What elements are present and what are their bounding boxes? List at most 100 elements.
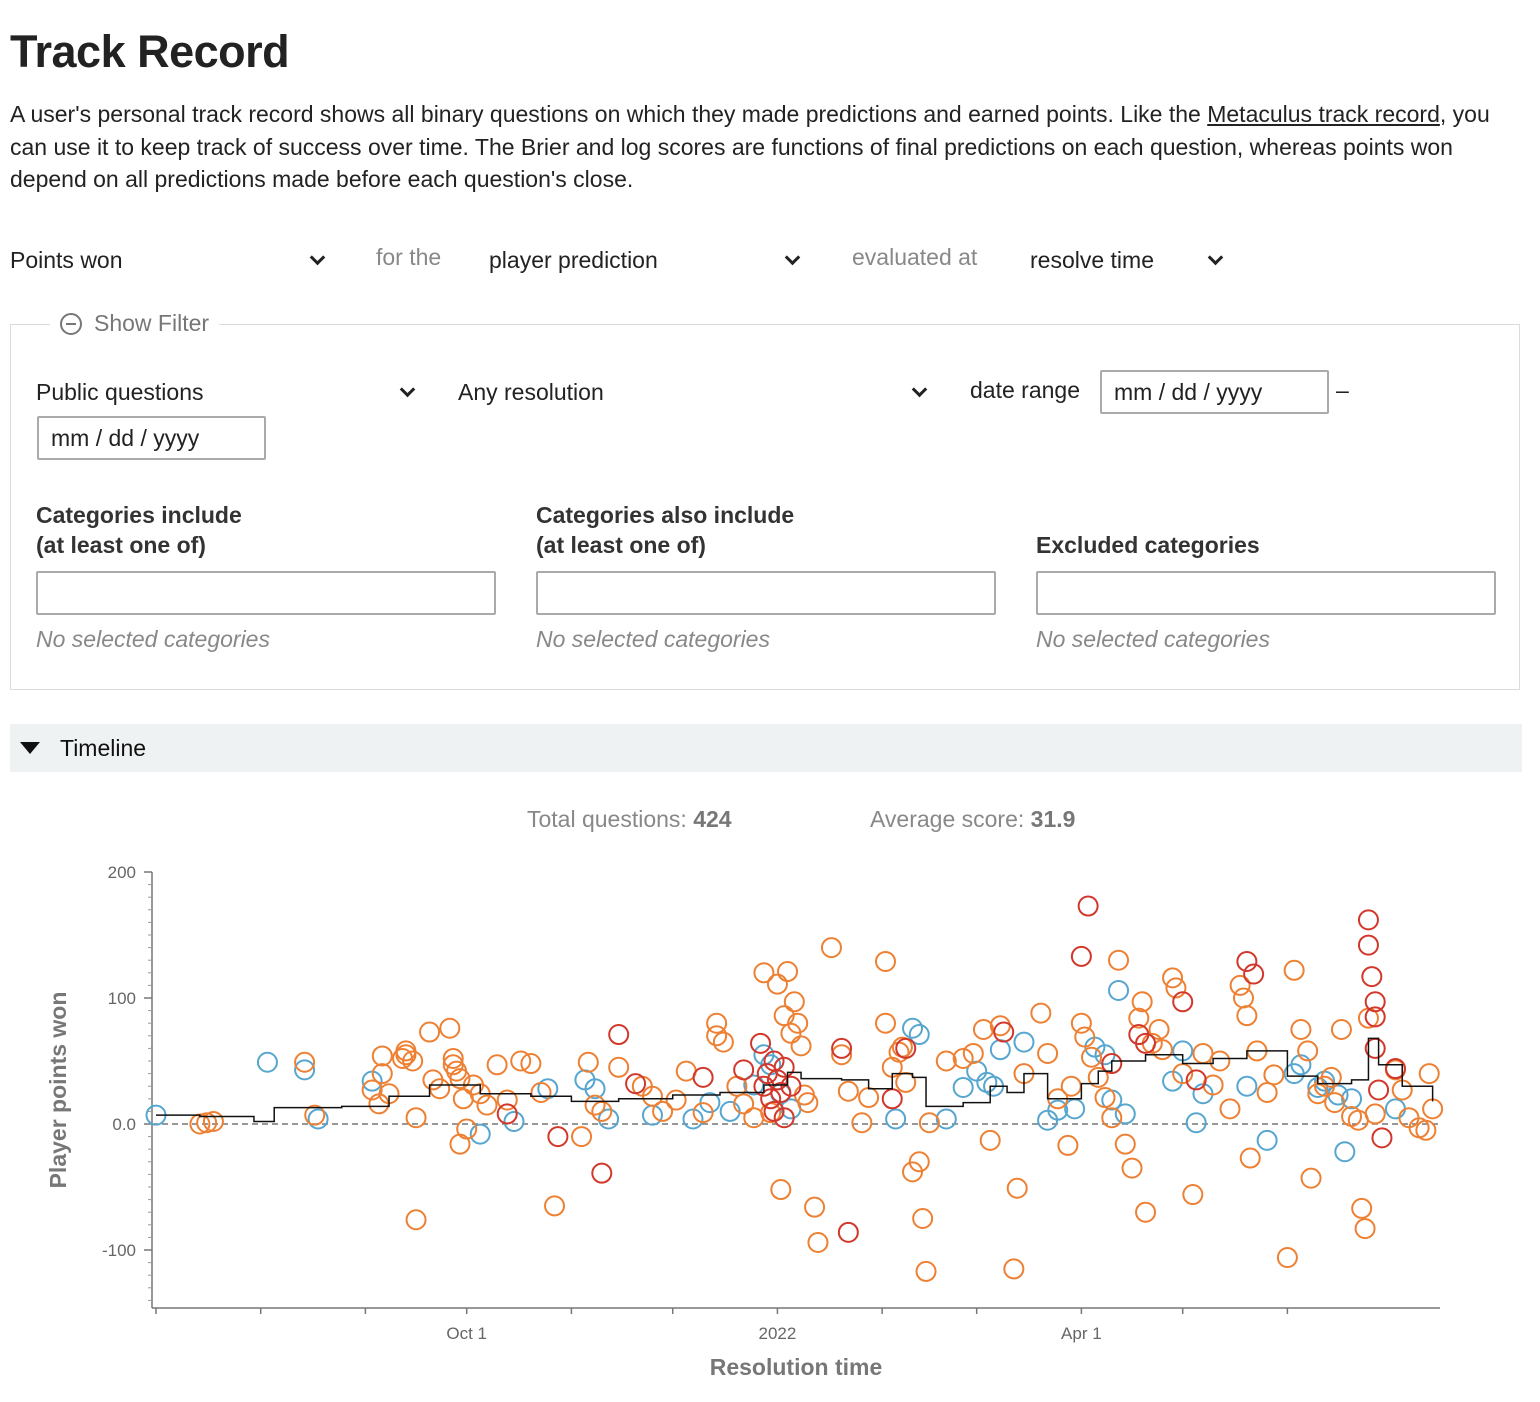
data-point-orange bbox=[422, 1069, 444, 1091]
data-point-blue bbox=[1256, 1129, 1278, 1151]
data-point-red bbox=[1128, 1024, 1150, 1046]
data-point-orange bbox=[1081, 1046, 1103, 1068]
data-point-orange bbox=[1128, 1007, 1150, 1029]
data-point-orange bbox=[766, 973, 788, 995]
data-point-orange bbox=[368, 1093, 390, 1115]
data-point-red bbox=[1384, 1058, 1406, 1080]
data-point-blue bbox=[908, 1024, 930, 1046]
data-point-blue bbox=[503, 1110, 525, 1132]
data-point-orange bbox=[820, 937, 842, 959]
data-point-orange bbox=[1422, 1098, 1444, 1120]
data-point-orange bbox=[1232, 987, 1254, 1009]
data-point-orange bbox=[378, 1083, 400, 1105]
data-point-orange bbox=[577, 1051, 599, 1073]
data-point-orange bbox=[962, 1042, 984, 1064]
data-point-orange bbox=[584, 1094, 606, 1116]
chevron-down-icon bbox=[308, 250, 328, 270]
data-point-orange bbox=[1003, 1258, 1025, 1280]
data-point-red bbox=[756, 1063, 778, 1085]
date-range-end-input[interactable]: mm / dd / yyyy bbox=[37, 416, 266, 460]
date-range-start-input[interactable]: mm / dd / yyyy bbox=[1100, 370, 1329, 414]
data-point-blue bbox=[294, 1059, 316, 1081]
excluded-categories-input[interactable] bbox=[1036, 571, 1496, 615]
data-point-orange bbox=[706, 1025, 728, 1047]
categories-include-input[interactable] bbox=[36, 571, 496, 615]
data-point-orange bbox=[1162, 967, 1184, 989]
data-point-orange bbox=[777, 961, 799, 983]
timeline-toggle[interactable]: Timeline bbox=[10, 724, 1522, 772]
data-point-orange bbox=[544, 1195, 566, 1217]
excluded-categories-label: Excluded categories bbox=[1036, 532, 1260, 558]
data-point-orange bbox=[392, 1047, 414, 1069]
x-axis-label: Resolution time bbox=[710, 1354, 883, 1380]
average-score-stat: Average score: 31.9 bbox=[870, 806, 1075, 833]
triangle-down-icon bbox=[20, 742, 40, 754]
intro-paragraph: A user's personal track record shows all… bbox=[10, 98, 1510, 196]
data-point-blue bbox=[743, 1074, 765, 1096]
data-point-orange bbox=[496, 1089, 518, 1111]
data-point-red bbox=[773, 1107, 795, 1129]
data-point-blue bbox=[256, 1051, 278, 1073]
data-point-orange bbox=[1219, 1098, 1241, 1120]
data-point-blue bbox=[1283, 1063, 1305, 1085]
data-point-orange bbox=[1037, 1042, 1059, 1064]
categories-also-include-input[interactable] bbox=[536, 571, 996, 615]
data-point-blue bbox=[574, 1069, 596, 1091]
filter-panel bbox=[10, 324, 1520, 690]
y-tick-label: -100 bbox=[102, 1241, 136, 1260]
data-point-orange bbox=[1351, 1197, 1373, 1219]
data-point-red bbox=[591, 1162, 613, 1184]
chevron-down-icon bbox=[910, 382, 930, 402]
data-point-orange bbox=[692, 1102, 714, 1124]
data-point-orange bbox=[733, 1093, 755, 1115]
data-point-blue bbox=[469, 1123, 491, 1145]
y-tick-label: 200 bbox=[108, 863, 136, 882]
data-point-orange bbox=[1057, 1134, 1079, 1156]
data-point-red bbox=[1357, 909, 1379, 931]
data-point-orange bbox=[405, 1209, 427, 1231]
data-point-blue bbox=[584, 1078, 606, 1100]
data-point-orange bbox=[1108, 949, 1130, 971]
data-point-orange bbox=[797, 1092, 819, 1114]
data-point-blue bbox=[598, 1108, 620, 1130]
metric-select[interactable]: Points won bbox=[10, 244, 328, 276]
data-point-orange bbox=[1131, 991, 1153, 1013]
data-point-orange bbox=[1283, 959, 1305, 981]
prediction-select-value: player prediction bbox=[489, 246, 658, 273]
data-point-blue bbox=[145, 1104, 167, 1126]
running-average-line bbox=[156, 1037, 1434, 1123]
data-point-orange bbox=[196, 1112, 218, 1134]
data-point-orange bbox=[1030, 1002, 1052, 1024]
data-point-orange bbox=[1182, 1184, 1204, 1206]
data-point-orange bbox=[1330, 1019, 1352, 1040]
data-point-orange bbox=[1121, 1157, 1143, 1179]
metaculus-track-record-link[interactable]: Metaculus track record bbox=[1207, 101, 1440, 127]
data-point-blue bbox=[699, 1092, 721, 1114]
data-point-blue bbox=[1384, 1098, 1406, 1120]
categories-also-include-label: Categories also include (at least one of… bbox=[536, 500, 794, 560]
data-point-blue bbox=[537, 1078, 559, 1100]
data-point-orange bbox=[675, 1060, 697, 1082]
data-point-blue bbox=[1172, 1040, 1194, 1062]
data-point-red bbox=[1364, 1037, 1386, 1059]
data-point-blue bbox=[1094, 1044, 1116, 1066]
data-point-red bbox=[881, 1088, 903, 1110]
prediction-select[interactable]: player prediction bbox=[489, 244, 803, 276]
visibility-select[interactable]: Public questions bbox=[36, 376, 418, 408]
data-point-red bbox=[1361, 966, 1383, 988]
data-point-orange bbox=[726, 1075, 748, 1097]
data-point-orange bbox=[1239, 1147, 1261, 1169]
time-select[interactable]: resolve time bbox=[1030, 244, 1226, 276]
data-point-orange bbox=[510, 1050, 532, 1072]
resolution-select[interactable]: Any resolution bbox=[458, 376, 930, 408]
data-point-orange bbox=[783, 991, 805, 1013]
total-questions-label: Total questions: bbox=[527, 806, 687, 832]
data-point-orange bbox=[189, 1113, 211, 1135]
show-filter-toggle[interactable]: Show Filter bbox=[50, 310, 220, 337]
data-point-orange bbox=[294, 1051, 316, 1073]
data-point-orange bbox=[469, 1083, 491, 1105]
data-point-orange bbox=[1415, 1119, 1437, 1141]
data-point-orange bbox=[530, 1082, 552, 1103]
data-point-orange bbox=[1094, 1087, 1116, 1109]
data-point-blue bbox=[719, 1100, 741, 1122]
